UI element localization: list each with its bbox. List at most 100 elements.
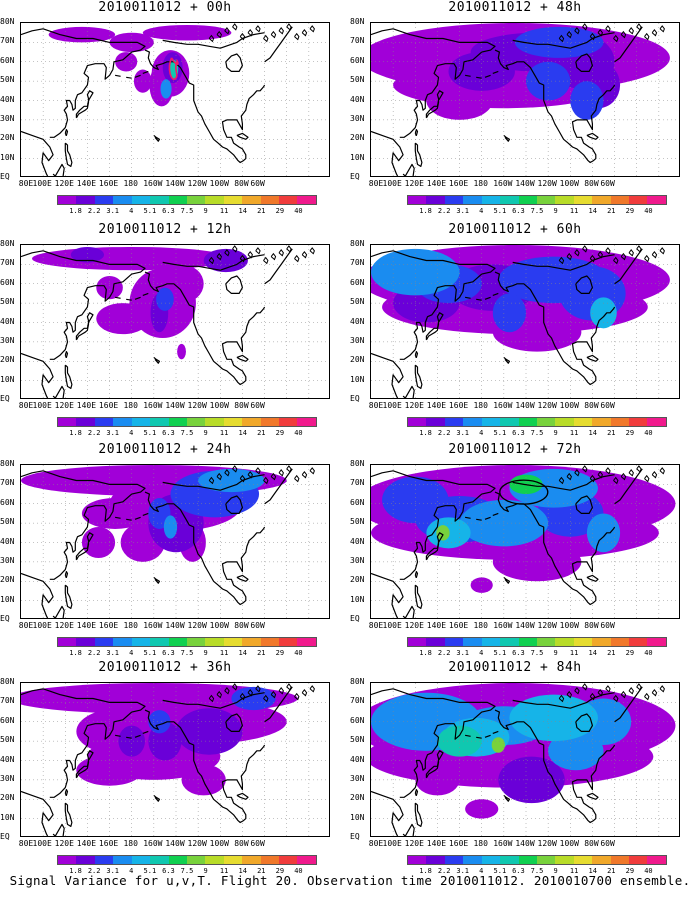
colorbar-swatch [223,418,243,426]
colorbar-label: 7.5 [180,867,194,875]
x-tick-label: 100E [32,401,52,410]
coastlines [371,245,665,398]
variance-region [70,246,105,263]
y-tick-label: 30N [350,555,365,565]
colorbar-swatch [481,638,501,646]
colorbar-swatch [168,638,187,646]
x-tick-label: 160W [493,621,513,630]
forecast-panel: 2010011012 + 12h 80N 70N 60N 50N 40N 30N 20N 10N… [0,222,330,437]
x-tick-label: 100W [559,621,579,630]
map-frame [20,682,330,837]
y-tick-label: 60N [350,277,365,287]
map-plot [21,465,329,618]
y-tick-label: 70N [350,478,365,488]
y-tick-label: 20N [350,133,365,143]
colorbar-label: 6.3 [162,867,175,875]
colorbar-swatch [150,856,169,864]
colorbar-label: 40 [294,429,303,437]
x-tick-label: 120W [537,839,557,848]
variance-region [492,542,582,582]
colorbar [57,855,317,865]
colorbar-label: 2.2 [437,429,451,437]
panel-title: 2010011012 + 12h [98,222,232,237]
y-tick-label: 80N [0,459,15,468]
colorbar-swatch [223,196,243,204]
colorbar-swatch [592,638,611,646]
variance-region [198,468,265,493]
y-tick-label: 70N [0,36,15,46]
variance-region [96,276,123,300]
x-tick-label: 160W [493,179,513,188]
colorbar-label: 29 [275,207,285,215]
x-tick-label: 120E [404,179,424,188]
colorbar-swatch [150,638,169,646]
colorbar-swatch [186,418,206,426]
x-tick-label: 140E [76,179,97,188]
y-tick-label: 80N [350,239,365,248]
colorbar-swatch [555,196,574,204]
colorbar-label: 1.8 [69,649,82,657]
y-tick-label: 50N [350,517,365,527]
colorbar-label: 7.5 [530,867,544,875]
colorbar-swatch [76,196,95,204]
colorbar-swatch [279,856,298,864]
colorbar-swatch [242,638,261,646]
colorbar-label: 4 [129,867,134,875]
coastlines [21,683,315,836]
map-frame [20,22,330,177]
x-tick-label: 80E [18,839,34,848]
x-tick-label: 100E [382,401,402,410]
x-tick-label: 180 [123,621,138,630]
y-tick-label: 60N [0,497,15,507]
colorbar-swatch [297,418,316,426]
colorbar-label: 6.3 [512,429,525,437]
colorbar-label: 9 [203,649,208,657]
colorbar-swatch [279,638,298,646]
colorbar-swatch [610,418,630,426]
x-tick-label: 160E [448,179,469,188]
map-frame [20,464,330,619]
colorbar-swatch [186,196,206,204]
colorbar-label: 29 [275,429,285,437]
colorbar-label: 40 [644,429,653,437]
panel-title: 2010011012 + 36h [98,660,232,675]
x-tick-label: 160W [143,401,163,410]
y-tick-label: 30N [0,555,15,565]
colorbar-swatch [94,638,114,646]
colorbar-swatch [500,638,519,646]
colorbar-label: 6.3 [512,649,525,657]
colorbar-label: 21 [607,867,616,875]
x-tick-label: 140W [515,179,535,188]
colorbar-label: 1.8 [419,207,432,215]
coastlines [21,245,315,398]
colorbar-label: 7.5 [180,429,194,437]
x-tick-label: 80W [584,839,599,848]
variance-field [48,24,232,107]
variance-region [203,248,248,273]
colorbar-label: 4 [479,649,484,657]
colorbar-label: 5.1 [493,429,507,437]
y-tick-label: 20N [0,793,15,803]
colorbar-label: 14 [238,649,247,657]
y-tick-label: 30N [0,113,15,123]
variance-region [96,303,150,335]
map-plot [21,245,329,398]
colorbar-label: 29 [275,649,285,657]
colorbar-label: 21 [257,867,266,875]
colorbar-swatch [592,418,611,426]
x-tick-label: 120E [404,621,424,630]
variance-region [142,24,232,41]
x-tick-label: 80W [234,401,249,410]
colorbar-label: 4 [129,429,134,437]
map-frame [20,244,330,399]
x-tick-label: 160E [448,401,469,410]
x-tick-label: 160W [493,839,513,848]
colorbar-swatch [647,418,666,426]
y-tick-label: 10N [0,812,15,822]
map-plot [371,245,679,398]
y-tick-label: EQ [0,394,10,403]
variance-region [118,725,145,757]
x-tick-label: 120W [187,179,207,188]
colorbar-label: 14 [238,207,247,215]
map-frame [370,22,680,177]
